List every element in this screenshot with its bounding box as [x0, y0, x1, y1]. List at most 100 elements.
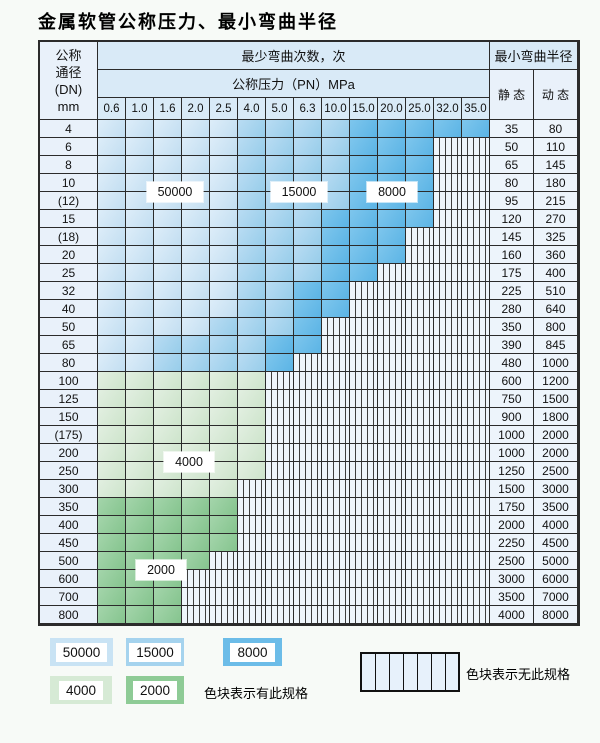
spec-cell [126, 480, 154, 498]
table-row: 400 2000 4000 [40, 516, 578, 534]
spec-cell-none [434, 534, 462, 552]
spec-cell [182, 282, 210, 300]
table-row: 6 50 110 [40, 138, 578, 156]
spec-cell [266, 246, 294, 264]
spec-cell [98, 372, 126, 390]
pressure-column-header: 20.0 [378, 98, 406, 120]
spec-cell [182, 264, 210, 282]
spec-cell-none [322, 444, 350, 462]
spec-cell [98, 426, 126, 444]
spec-cell-none [406, 354, 434, 372]
spec-cell [154, 516, 182, 534]
spec-cell [98, 174, 126, 192]
legend-2000: 2000 [126, 676, 184, 704]
spec-cell [98, 408, 126, 426]
spec-cell-none [322, 336, 350, 354]
static-radius-cell: 65 [490, 156, 534, 174]
table-row: 600 3000 6000 [40, 570, 578, 588]
spec-cell-none [406, 246, 434, 264]
spec-cell [182, 318, 210, 336]
table-row: 500 2500 5000 [40, 552, 578, 570]
static-radius-cell: 80 [490, 174, 534, 192]
spec-cell [154, 408, 182, 426]
spec-cell [294, 282, 322, 300]
spec-cell [182, 408, 210, 426]
zone-label-50000: 50000 [147, 182, 203, 202]
spec-cell-none [350, 588, 378, 606]
legend-has-spec-note: 色块表示有此规格 [204, 686, 309, 701]
spec-cell [462, 120, 490, 138]
spec-cell [154, 210, 182, 228]
spec-cell [238, 174, 266, 192]
spec-cell-none [294, 426, 322, 444]
dynamic-radius-cell: 2000 [534, 426, 578, 444]
pressure-column-header: 2.5 [210, 98, 238, 120]
spec-cell-none [406, 264, 434, 282]
spec-cell-none [294, 444, 322, 462]
spec-cell [98, 534, 126, 552]
spec-cell-none [350, 372, 378, 390]
spec-cell-none [322, 570, 350, 588]
spec-cell-none [322, 498, 350, 516]
spec-cell-none [350, 552, 378, 570]
static-radius-cell: 1500 [490, 480, 534, 498]
spec-cell-none [462, 282, 490, 300]
spec-cell-none [462, 192, 490, 210]
legend-50000-label: 50000 [55, 642, 108, 662]
spec-cell [98, 264, 126, 282]
table-row: 450 2250 4500 [40, 534, 578, 552]
spec-cell-none [266, 444, 294, 462]
spec-cell [238, 390, 266, 408]
spec-cell [126, 210, 154, 228]
spec-cell [266, 282, 294, 300]
spec-cell [126, 120, 154, 138]
dynamic-radius-cell: 800 [534, 318, 578, 336]
dynamic-header: 动 态 [534, 70, 578, 120]
spec-cell [238, 156, 266, 174]
table-row: 150 900 1800 [40, 408, 578, 426]
spec-cell [126, 606, 154, 624]
spec-cell [378, 228, 406, 246]
spec-cell-none [294, 372, 322, 390]
spec-cell-none [462, 426, 490, 444]
spec-cell [210, 426, 238, 444]
spec-cell-none [266, 372, 294, 390]
spec-cell-none [434, 516, 462, 534]
spec-cell-none [378, 480, 406, 498]
spec-cell-none [378, 354, 406, 372]
spec-cell [154, 372, 182, 390]
spec-cell [322, 210, 350, 228]
spec-cell [238, 354, 266, 372]
spec-cell-none [350, 444, 378, 462]
spec-cell-none [266, 534, 294, 552]
table-row: 800 4000 8000 [40, 606, 578, 624]
spec-cell [98, 552, 126, 570]
spec-cell [126, 354, 154, 372]
spec-cell-none [238, 480, 266, 498]
spec-cell [322, 138, 350, 156]
spec-cell [98, 336, 126, 354]
spec-cell-none [378, 552, 406, 570]
spec-cell [322, 282, 350, 300]
spec-cell [98, 282, 126, 300]
spec-cell [182, 156, 210, 174]
dynamic-radius-cell: 640 [534, 300, 578, 318]
spec-cell [294, 138, 322, 156]
spec-cell-none [378, 588, 406, 606]
table-row: 300 1500 3000 [40, 480, 578, 498]
spec-cell [154, 156, 182, 174]
spec-cell [238, 192, 266, 210]
table-row: 350 1750 3500 [40, 498, 578, 516]
spec-cell-none [434, 318, 462, 336]
spec-cell [126, 390, 154, 408]
spec-cell-none [238, 606, 266, 624]
legend-8000-label: 8000 [230, 642, 275, 662]
spec-cell [238, 264, 266, 282]
spec-cell-none [462, 372, 490, 390]
spec-cell [98, 210, 126, 228]
static-radius-cell: 175 [490, 264, 534, 282]
pressure-column-header: 15.0 [350, 98, 378, 120]
page-title: 金属软管公称压力、最小弯曲半径 [38, 12, 338, 33]
spec-cell [350, 138, 378, 156]
static-radius-cell: 280 [490, 300, 534, 318]
